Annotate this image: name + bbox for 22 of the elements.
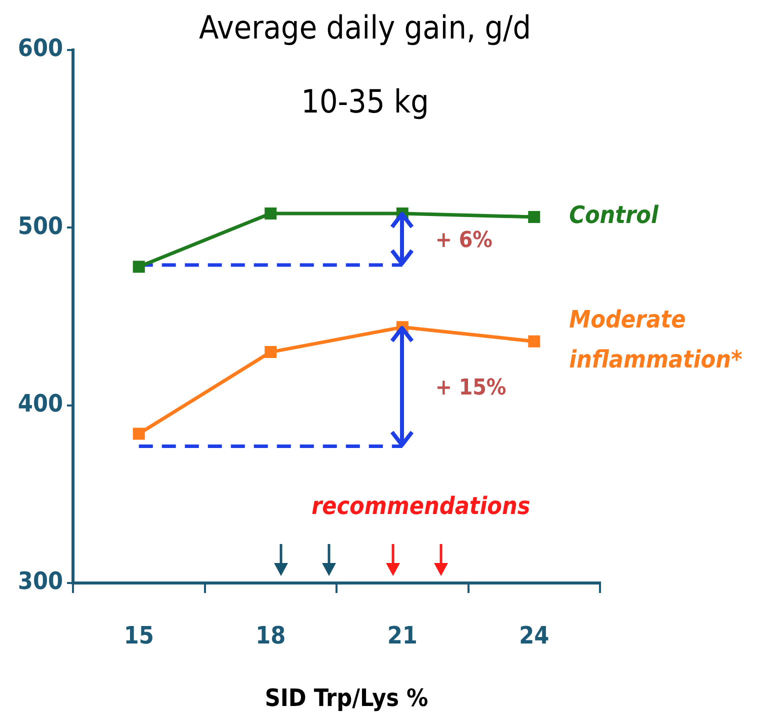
x-axis-title: SID Trp/Lys % [264,684,428,712]
point [132,428,145,440]
y-tick-label: 400 [18,390,63,418]
x-tick-label: 24 [519,622,550,650]
x-tick-label: 15 [124,622,154,650]
point [264,346,277,358]
chart-title: Average daily gain, g/d [199,8,531,46]
annotation: recommendations [311,492,530,520]
y-tick-label: 600 [18,34,63,62]
series-label: Moderate inflammation* [569,306,742,374]
text: 10-35 kg [301,82,429,120]
y-tick-label: 300 [18,567,63,596]
point [264,207,277,220]
point [132,260,145,273]
series-label: Control [569,201,659,230]
annotation: + 6% [435,228,493,253]
annotation: + 15% [435,375,506,400]
x-tick-label: 18 [256,622,286,650]
point [528,335,540,348]
x-tick-label: 21 [387,622,418,650]
y-tick-label: 500 [18,212,63,240]
point [528,211,540,223]
